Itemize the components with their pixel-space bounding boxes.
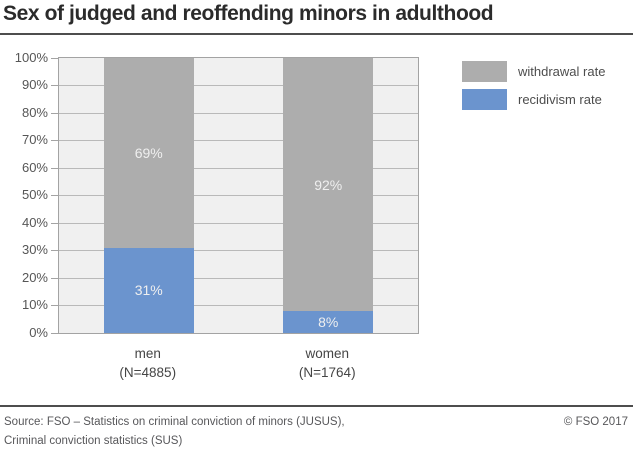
y-axis-label: 50%: [21, 187, 48, 202]
gridline: [59, 305, 418, 306]
legend: withdrawal rate recidivism rate: [462, 61, 605, 110]
y-axis-tick: [51, 140, 59, 141]
bar-value-label: 69%: [134, 144, 163, 161]
y-axis-tick: [51, 332, 59, 334]
y-axis-tick: [51, 222, 59, 224]
plot-area: 31% 69% 8% 92%: [51, 57, 419, 334]
bar-value-label: 8%: [318, 314, 339, 330]
gridline: [59, 277, 418, 279]
gridline: [59, 195, 418, 196]
x-axis-category-label: men (N=4885): [58, 344, 238, 382]
category-count: (N=4885): [119, 365, 177, 380]
y-axis-label: 100%: [14, 49, 48, 65]
y-axis-label: 60%: [21, 159, 48, 175]
bar-segment-recidivism-rate: 8%: [283, 311, 374, 333]
y-axis-tick: [51, 305, 59, 306]
legend-swatch-withdrawal-rate: [462, 61, 507, 82]
y-axis-tick: [51, 57, 59, 59]
y-axis-tick: [51, 112, 59, 114]
title-divider: [0, 33, 633, 35]
source-line-1: Source: FSO – Statistics on criminal con…: [4, 416, 345, 428]
category-name: men: [134, 346, 161, 361]
bar-segment-recidivism-rate: 31%: [103, 247, 194, 333]
legend-label-withdrawal-rate: withdrawal rate: [518, 64, 606, 79]
y-axis-tick: [51, 250, 59, 251]
bar-segment-withdrawal-rate: 69%: [103, 58, 194, 248]
x-axis: men (N=4885) women (N=1764): [58, 344, 419, 388]
gridline: [59, 85, 418, 86]
legend-label-recidivism-rate: recidivism rate: [518, 92, 602, 107]
y-axis: 0% 10% 20% 30% 40% 50% 60% 70% 80% 90% 100%: [0, 50, 48, 340]
y-axis-tick: [51, 85, 59, 86]
gridline: [59, 140, 418, 141]
y-axis-label: 10%: [21, 297, 48, 312]
y-axis-label: 90%: [21, 77, 48, 92]
bar-value-label: 31%: [134, 282, 163, 299]
gridline: [59, 112, 418, 114]
legend-item-recidivism-rate: recidivism rate: [462, 89, 605, 110]
y-axis-label: 0%: [29, 324, 48, 340]
gridline: [59, 250, 418, 251]
y-axis-label: 20%: [21, 269, 48, 285]
footer-divider: [0, 405, 633, 407]
gridline: [59, 222, 418, 224]
bar-segment-withdrawal-rate: 92%: [283, 58, 374, 311]
y-axis-label: 70%: [21, 132, 48, 147]
copyright-note: © FSO 2017: [563, 416, 628, 428]
chart-title: Sex of judged and reoffending minors in …: [3, 2, 494, 25]
gridline: [59, 167, 418, 169]
y-axis-label: 80%: [21, 104, 48, 120]
source-line-2: Criminal conviction statistics (SUS): [4, 435, 183, 447]
category-count: (N=1764): [298, 365, 356, 380]
source-note: Source: FSO – Statistics on criminal con…: [4, 413, 345, 451]
y-axis-tick: [51, 277, 59, 279]
y-axis-tick: [51, 195, 59, 196]
y-axis-label: 40%: [21, 214, 48, 230]
y-axis-label: 30%: [21, 242, 48, 257]
legend-swatch-recidivism-rate: [462, 89, 507, 110]
x-axis-category-label: women (N=1764): [238, 344, 418, 382]
bar-value-label: 92%: [314, 176, 343, 193]
category-name: women: [305, 346, 350, 361]
y-axis-tick: [51, 167, 59, 169]
legend-item-withdrawal-rate: withdrawal rate: [462, 61, 605, 82]
